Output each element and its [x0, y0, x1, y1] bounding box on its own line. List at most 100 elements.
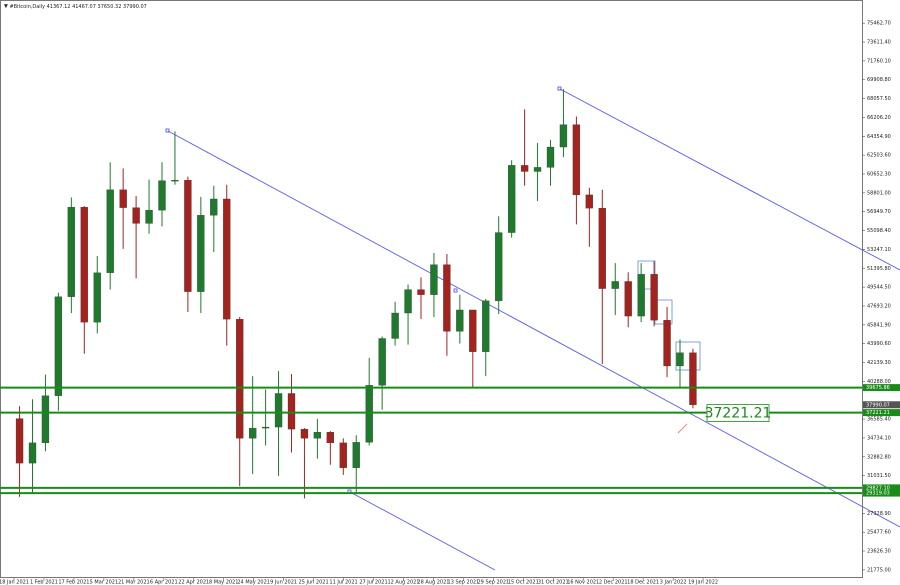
y-tick-label: 49544.50 [867, 285, 891, 291]
level-label-bg [863, 484, 900, 492]
x-tick-label: 6 Apr 2021 [150, 580, 178, 585]
candle-body [223, 198, 231, 320]
x-tick-label: 19 Jan 2022 [688, 580, 718, 585]
last-price-bg [863, 401, 900, 409]
y-tick-label: 53247.10 [867, 247, 891, 253]
y-tick-label: 66206.20 [867, 115, 891, 121]
y-tick-label: 36585.40 [867, 417, 891, 423]
x-tick-label: 18 Dec 2021 [627, 580, 659, 585]
x-tick-label: 3 Jan 2022 [660, 580, 687, 585]
candle-body [158, 180, 166, 211]
x-tick-label: 31 Oct 2021 [538, 580, 569, 585]
marker-line [677, 423, 688, 434]
candle-body [495, 232, 503, 301]
y-tick-label: 40288.00 [867, 379, 891, 385]
y-tick-label: 42139.30 [867, 360, 891, 366]
candle-body [248, 427, 257, 439]
y-tick-label: 25477.60 [867, 530, 891, 536]
trend-line [559, 88, 900, 271]
candle-body [365, 385, 373, 443]
y-tick-label: 73611.40 [867, 40, 891, 46]
candle-body [132, 207, 140, 224]
candle-body [41, 395, 50, 444]
x-tick-label: 22 Apr 2021 [178, 580, 209, 585]
x-tick-label: 1 Feb 2021 [30, 580, 58, 585]
candle-body [546, 146, 555, 168]
annotation-box [706, 404, 770, 423]
header-open: 41367.12 [47, 4, 71, 10]
level-label: 37221.21 [866, 410, 890, 416]
candle-body [274, 393, 283, 428]
y-tick-label: 56949.70 [867, 209, 891, 215]
x-tick-label: 12 Aug 2021 [387, 580, 419, 585]
candle-body [145, 210, 153, 224]
y-tick-label: 31031.50 [867, 473, 891, 479]
anchor [453, 288, 458, 293]
candle-body [520, 165, 529, 172]
candle-body [507, 165, 516, 233]
y-tick-label: 27328.90 [867, 511, 891, 517]
x-tick-label: 25 Jun 2021 [299, 580, 329, 585]
candle-body [637, 274, 645, 317]
candle-body [326, 432, 335, 444]
y-tick-label: 55098.40 [867, 228, 891, 234]
candle-body [15, 418, 24, 464]
y-tick-label: 32882.80 [867, 454, 891, 460]
x-tick-label: 17 Feb 2021 [58, 580, 89, 585]
candle-body [119, 189, 127, 208]
candle-body [197, 215, 205, 292]
y-tick-label: 62503.60 [867, 153, 891, 159]
x-tick-label: 8 May 2021 [209, 580, 238, 585]
candle-body [80, 206, 88, 323]
candle-body [611, 281, 619, 289]
x-tick-label: 24 May 2021 [237, 580, 270, 585]
y-tick-label: 75462.70 [867, 21, 891, 27]
candle-body [689, 352, 697, 405]
candle-body [236, 318, 244, 439]
x-tick-label: 11 Jul 2021 [329, 580, 357, 585]
y-tick-label: 23626.30 [867, 549, 891, 555]
y-tick-label: 47693.20 [867, 303, 891, 309]
x-tick-label: 18 Jan 2021 [0, 580, 29, 585]
candle-body [663, 320, 671, 367]
x-tick-label: 5 Mar 2021 [90, 580, 119, 585]
candle-body [391, 312, 399, 339]
candle-body [261, 426, 270, 429]
y-tick-label: 51395.80 [867, 266, 891, 272]
candle-body [456, 309, 464, 332]
candle-body [650, 274, 658, 321]
level-label: 29319.03 [866, 491, 890, 497]
y-tick-label: 34734.10 [867, 435, 891, 441]
candle-body [313, 432, 322, 439]
candle-body [533, 167, 542, 172]
y-tick-label: 21775.00 [867, 567, 891, 573]
x-tick-label: 21 Mar 2021 [118, 580, 150, 585]
candle-body [171, 179, 179, 182]
y-tick-label: 71760.10 [867, 58, 891, 64]
candle-body [339, 442, 347, 468]
trend-line [349, 491, 496, 571]
candle-body [106, 189, 114, 273]
x-tick-label: 9 Jun 2021 [270, 580, 297, 585]
x-tick-label: 15 Oct 2021 [508, 580, 539, 585]
level-label-bg [863, 489, 900, 497]
candle-body [54, 296, 63, 396]
candle-body [598, 207, 606, 289]
trend-line [167, 130, 900, 528]
y-tick-label: 60652.30 [867, 171, 891, 177]
candle-body [443, 264, 451, 332]
header-close: 37990.07 [123, 4, 147, 10]
y-tick-label: 64354.90 [867, 134, 891, 140]
symbol: #Bitcoin,Daily [9, 4, 45, 10]
candle-body [287, 393, 296, 430]
x-tick-label: 2 Dec 2021 [599, 580, 628, 585]
anchor [557, 86, 562, 91]
candle-body [404, 289, 412, 314]
candle-body [28, 442, 37, 464]
header-low: 37650.32 [98, 4, 122, 10]
candle-body [559, 124, 568, 148]
y-tick-label: 45841.90 [867, 322, 891, 328]
candle-body [378, 338, 386, 386]
x-tick-label: 29 Sep 2021 [478, 580, 510, 585]
